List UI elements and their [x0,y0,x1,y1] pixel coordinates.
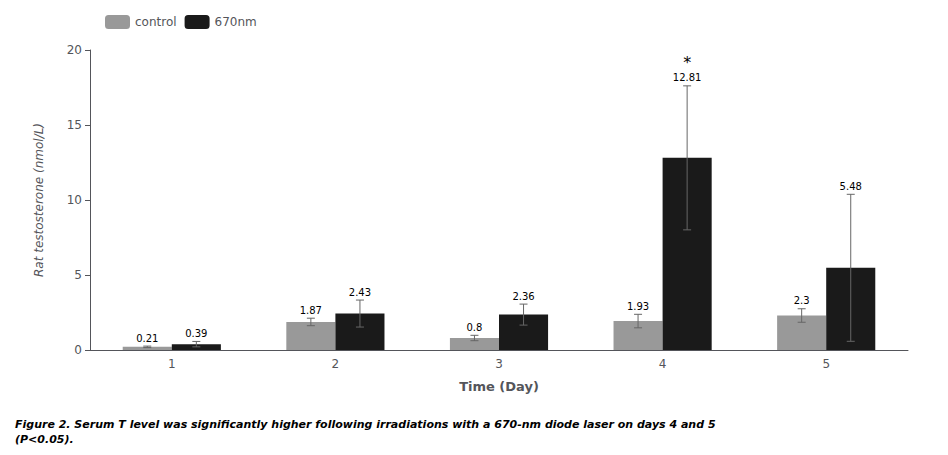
svg-text:Time (Day): Time (Day) [459,379,539,394]
svg-text:2.3: 2.3 [794,295,810,306]
svg-text:670nm: 670nm [215,15,257,29]
svg-text:2.36: 2.36 [512,291,534,302]
svg-text:20: 20 [67,43,82,57]
svg-text:5.48: 5.48 [840,181,862,192]
svg-text:10: 10 [67,193,82,207]
svg-text:2.43: 2.43 [349,287,371,298]
svg-text:Rat testosterone (nmol/L): Rat testosterone (nmol/L) [32,123,46,277]
svg-text:0.21: 0.21 [136,333,158,344]
svg-text:*: * [683,53,691,72]
svg-text:control: control [135,15,177,29]
svg-text:2: 2 [332,357,340,371]
svg-text:1.87: 1.87 [300,305,322,316]
svg-text:3: 3 [495,357,503,371]
svg-text:0.39: 0.39 [185,328,207,339]
svg-text:4: 4 [659,357,667,371]
svg-text:0.8: 0.8 [467,322,483,333]
svg-text:12.81: 12.81 [673,72,702,83]
svg-text:Figure 2. Serum T level was si: Figure 2. Serum T level was significantl… [15,418,716,431]
svg-text:5: 5 [74,268,82,282]
svg-text:5: 5 [822,357,830,371]
svg-text:0: 0 [74,343,82,357]
svg-text:1.93: 1.93 [627,301,649,312]
svg-text:15: 15 [67,118,82,132]
svg-text:(P<0.05).: (P<0.05). [15,433,74,446]
svg-text:1: 1 [168,357,176,371]
